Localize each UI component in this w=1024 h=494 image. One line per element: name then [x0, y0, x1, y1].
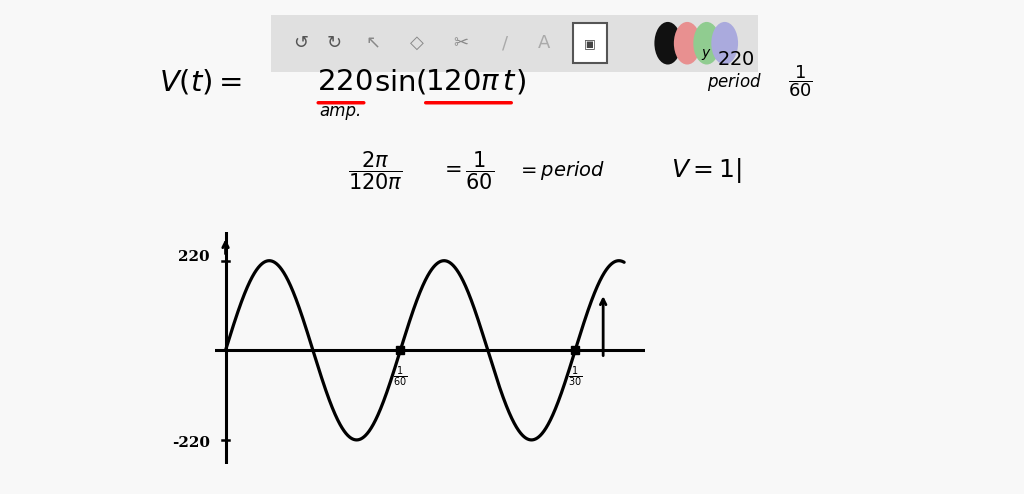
Text: $220$: $220$	[317, 68, 373, 95]
Text: $V(t) =$: $V(t) =$	[159, 67, 242, 96]
Text: /: /	[502, 34, 508, 52]
Ellipse shape	[654, 22, 681, 65]
Text: $=period$: $=period$	[517, 159, 605, 182]
Text: ▣: ▣	[584, 37, 596, 50]
Text: ◇: ◇	[411, 34, 424, 52]
Text: $120\pi\,t$: $120\pi\,t$	[425, 68, 517, 95]
Text: $)$: $)$	[515, 67, 526, 96]
Text: $\sin($: $\sin($	[374, 67, 427, 96]
Text: A: A	[538, 34, 550, 52]
Text: $\frac{1}{30}$: $\frac{1}{30}$	[568, 365, 583, 389]
Text: ↻: ↻	[327, 34, 342, 52]
Text: $period$: $period$	[707, 71, 762, 92]
Text: $V=1|$: $V=1|$	[671, 156, 741, 185]
Text: 220: 220	[178, 249, 210, 264]
Ellipse shape	[693, 22, 720, 65]
Text: $\dfrac{1}{60}$: $\dfrac{1}{60}$	[788, 64, 813, 99]
FancyBboxPatch shape	[573, 23, 607, 63]
Text: -220: -220	[172, 436, 210, 450]
Text: $\dfrac{2\pi}{120\pi}$: $\dfrac{2\pi}{120\pi}$	[348, 149, 402, 192]
Text: ✂: ✂	[454, 34, 469, 52]
Ellipse shape	[712, 22, 738, 65]
Ellipse shape	[674, 22, 700, 65]
Text: $\frac{1}{60}$: $\frac{1}{60}$	[393, 365, 408, 389]
Text: $=\dfrac{1}{60}$: $=\dfrac{1}{60}$	[440, 149, 495, 192]
Text: ↺: ↺	[293, 34, 308, 52]
Text: ↖: ↖	[366, 34, 381, 52]
Text: amp.: amp.	[319, 102, 361, 120]
Text: $220$: $220$	[717, 50, 755, 69]
Text: $y$: $y$	[701, 47, 712, 62]
